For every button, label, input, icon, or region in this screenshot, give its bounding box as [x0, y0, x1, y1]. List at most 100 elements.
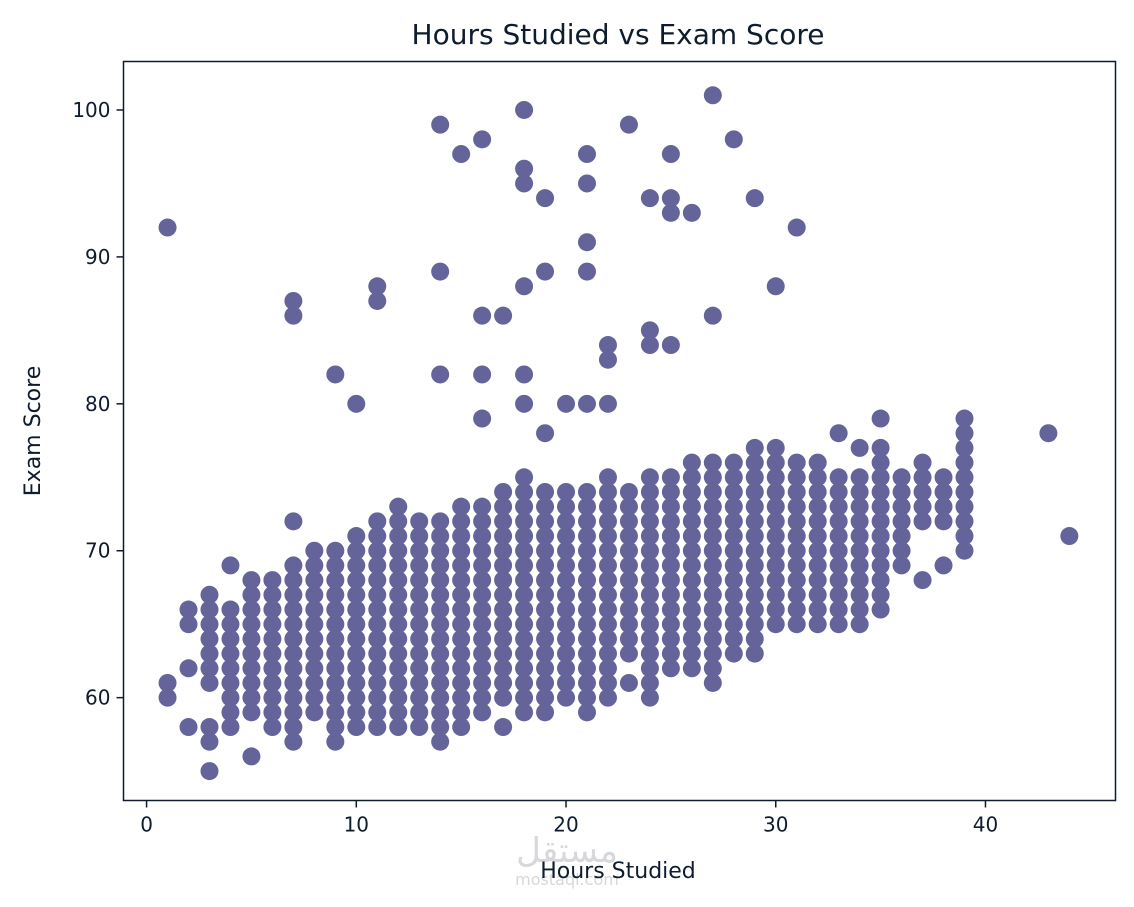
- data-points: [158, 86, 1079, 781]
- data-point: [347, 527, 366, 546]
- data-point: [787, 497, 806, 516]
- data-point: [347, 688, 366, 707]
- data-point: [200, 673, 219, 692]
- data-point: [808, 482, 827, 501]
- data-point: [557, 512, 576, 531]
- data-point: [724, 585, 743, 604]
- data-point: [368, 600, 387, 619]
- data-point: [787, 571, 806, 590]
- data-point: [536, 541, 555, 560]
- data-point: [703, 644, 722, 663]
- data-point: [200, 585, 219, 604]
- data-point: [745, 527, 764, 546]
- data-point: [389, 673, 408, 692]
- data-point: [724, 482, 743, 501]
- data-point: [473, 306, 492, 325]
- data-point: [347, 571, 366, 590]
- data-point: [473, 571, 492, 590]
- data-point: [682, 585, 701, 604]
- data-point: [158, 673, 177, 692]
- data-point: [934, 556, 953, 575]
- data-point: [221, 703, 240, 722]
- data-point: [682, 556, 701, 575]
- data-point: [515, 629, 534, 648]
- data-point: [619, 497, 638, 516]
- data-point: [515, 615, 534, 634]
- data-point: [703, 615, 722, 634]
- data-point: [473, 556, 492, 575]
- data-point: [263, 585, 282, 604]
- data-point: [494, 600, 513, 619]
- data-point: [557, 688, 576, 707]
- data-point: [787, 453, 806, 472]
- data-point: [515, 556, 534, 575]
- data-point: [577, 703, 596, 722]
- data-point: [221, 673, 240, 692]
- data-point: [745, 512, 764, 531]
- data-point: [536, 644, 555, 663]
- data-point: [368, 291, 387, 310]
- data-point: [431, 262, 450, 281]
- data-point: [473, 629, 492, 648]
- data-point: [577, 629, 596, 648]
- data-point: [661, 644, 680, 663]
- data-point: [284, 659, 303, 678]
- data-point: [955, 512, 974, 531]
- data-point: [577, 615, 596, 634]
- data-point: [347, 600, 366, 619]
- data-point: [473, 497, 492, 516]
- data-point: [368, 703, 387, 722]
- data-point: [515, 468, 534, 487]
- data-point: [619, 512, 638, 531]
- data-point: [787, 218, 806, 237]
- data-point: [494, 644, 513, 663]
- data-point: [619, 571, 638, 590]
- watermark-arabic: مستقل: [516, 831, 618, 871]
- data-point: [724, 615, 743, 634]
- data-point: [682, 527, 701, 546]
- data-point: [871, 409, 890, 428]
- data-point: [515, 100, 534, 119]
- data-point: [745, 600, 764, 619]
- data-point: [892, 556, 911, 575]
- data-point: [368, 644, 387, 663]
- data-point: [913, 497, 932, 516]
- data-point: [766, 512, 785, 531]
- data-point: [850, 438, 869, 457]
- data-point: [389, 512, 408, 531]
- data-point: [410, 718, 429, 737]
- data-point: [619, 482, 638, 501]
- data-point: [473, 130, 492, 149]
- data-point: [661, 145, 680, 164]
- data-point: [389, 644, 408, 663]
- data-point: [577, 556, 596, 575]
- data-point: [724, 629, 743, 648]
- data-point: [766, 438, 785, 457]
- data-point: [577, 174, 596, 193]
- data-point: [536, 527, 555, 546]
- data-point: [955, 482, 974, 501]
- data-point: [347, 673, 366, 692]
- data-point: [536, 585, 555, 604]
- data-point: [389, 703, 408, 722]
- data-point: [682, 203, 701, 222]
- data-point: [661, 556, 680, 575]
- data-point: [494, 629, 513, 648]
- data-point: [703, 86, 722, 105]
- data-point: [536, 659, 555, 678]
- data-point: [389, 688, 408, 707]
- data-point: [494, 527, 513, 546]
- data-point: [934, 512, 953, 531]
- data-point: [347, 644, 366, 663]
- data-point: [619, 585, 638, 604]
- data-point: [452, 673, 471, 692]
- data-point: [829, 468, 848, 487]
- data-point: [221, 556, 240, 575]
- data-point: [347, 394, 366, 413]
- data-point: [473, 365, 492, 384]
- data-point: [850, 556, 869, 575]
- data-point: [766, 497, 785, 516]
- data-point: [661, 189, 680, 208]
- data-point: [557, 394, 576, 413]
- data-point: [808, 571, 827, 590]
